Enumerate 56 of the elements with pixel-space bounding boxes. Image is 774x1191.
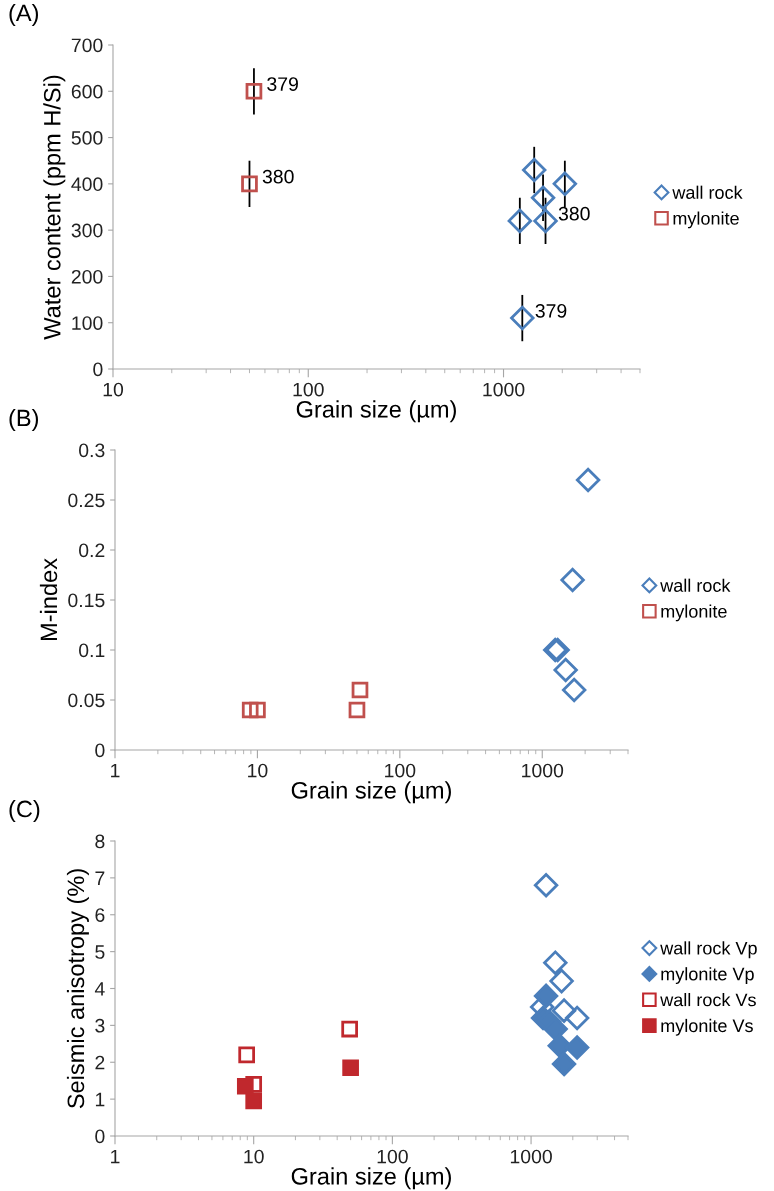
y-axis-title: Water content (ppm H/Si) (43, 75, 66, 340)
annotation: 380 (262, 169, 294, 184)
y-tick-label: 100 (72, 316, 103, 330)
x-tick-label: 1000 (522, 763, 564, 778)
x-tick-label: 1000 (510, 1149, 552, 1164)
legend-label: wall rock (660, 578, 731, 592)
y-tick-label: 0 (95, 1129, 105, 1144)
x-axis-title: Grain size (µm) (296, 400, 456, 423)
x-tick-label: 100 (293, 382, 324, 397)
x-axis-title: Grain size (µm) (291, 781, 451, 804)
legend-label: wall rock (672, 185, 743, 199)
legend-label: mylonite Vs (661, 1018, 753, 1036)
chart-title: (A) (9, 4, 39, 26)
x-tick-label: 100 (377, 1149, 408, 1164)
y-tick-label: 8 (95, 834, 105, 849)
x-tick-label: 1000 (483, 382, 525, 397)
legend-label: mylonite (673, 211, 739, 229)
y-tick-label: 6 (95, 908, 105, 922)
legend-label: mylonite Vp (661, 967, 754, 984)
y-tick-label: 200 (71, 269, 103, 284)
y-tick-label: 2 (95, 1055, 105, 1070)
y-tick-label: 1 (95, 1092, 105, 1107)
x-tick-label: 10 (248, 763, 268, 778)
x-tick-label: 10 (244, 1149, 264, 1164)
y-tick-label: 5 (95, 945, 105, 959)
y-tick-label: 0.1 (79, 643, 105, 658)
legend-label: wall rock Vs (660, 993, 756, 1007)
x-axis-title: Grain size (µm) (291, 1167, 451, 1190)
y-tick-label: 4 (94, 982, 105, 996)
x-tick-label: 10 (103, 382, 124, 397)
legend-label: mylonite (661, 604, 727, 622)
y-tick-label: 0.2 (79, 543, 105, 558)
y-axis-title: M-index (39, 558, 58, 641)
x-tick-label: 100 (385, 763, 416, 778)
y-tick-label: 500 (71, 131, 103, 145)
legend-label: wall rock Vp (660, 941, 757, 959)
y-tick-label: 7 (95, 871, 105, 885)
annotation: 379 (535, 303, 567, 318)
annotation: 379 (267, 77, 298, 91)
y-tick-label: 0 (93, 362, 103, 377)
y-tick-label: 700 (71, 38, 103, 53)
chart-title: (C) (9, 799, 40, 822)
y-tick-label: 0 (95, 743, 105, 758)
y-tick-label: 0.25 (68, 493, 105, 508)
y-tick-label: 0.05 (68, 693, 105, 708)
chart-title: (B) (9, 408, 39, 431)
y-tick-label: 600 (71, 84, 103, 99)
x-tick-label: 1 (111, 1149, 120, 1164)
y-tick-label: 300 (71, 223, 103, 238)
y-tick-label: 0.3 (79, 443, 105, 458)
annotation: 380 (558, 206, 590, 221)
x-tick-label: 1 (111, 763, 120, 778)
y-axis-title: Seismic anisotropy (%) (66, 869, 89, 1109)
y-tick-label: 3 (95, 1018, 105, 1033)
y-tick-label: 400 (71, 177, 103, 192)
y-tick-label: 0.15 (68, 593, 105, 608)
